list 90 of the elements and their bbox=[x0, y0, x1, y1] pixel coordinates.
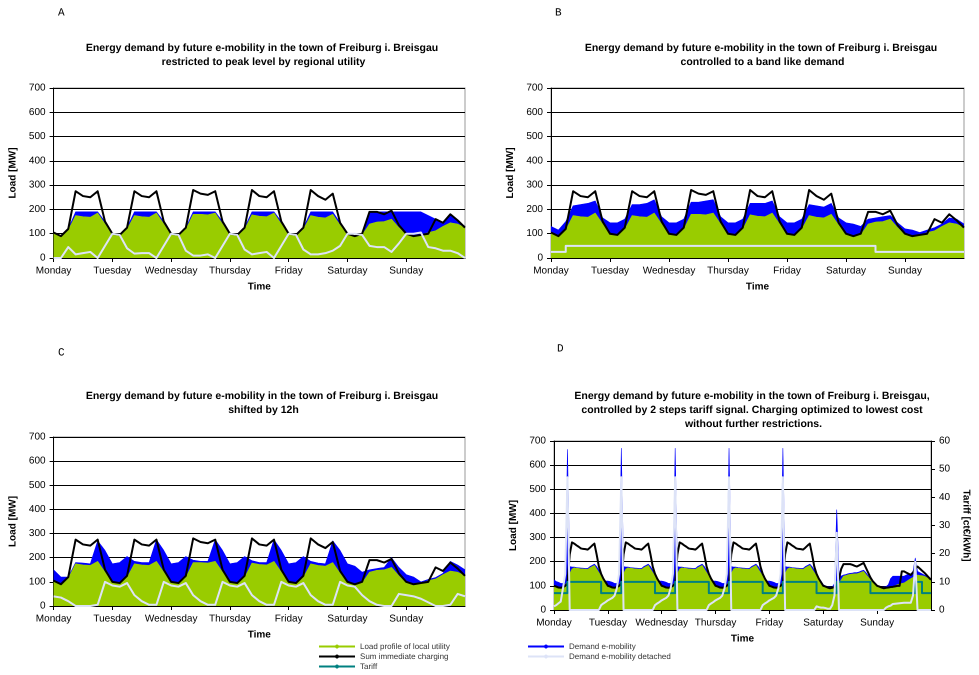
y-tick-label: 100 bbox=[28, 576, 46, 588]
y-tick-label: 600 bbox=[28, 106, 46, 118]
y-tick-label: 700 bbox=[529, 436, 546, 446]
y-tick-label: 400 bbox=[28, 155, 46, 166]
y-tick-label: 100 bbox=[526, 228, 544, 240]
y-tick-label: 0 bbox=[537, 252, 544, 264]
x-tick-label: Sunday bbox=[888, 266, 922, 276]
x-tick-label: Thursday bbox=[707, 266, 749, 276]
legend-label: Demand e-mobility bbox=[569, 642, 636, 651]
y-tick-label: 200 bbox=[529, 556, 546, 568]
y-tick-label: 100 bbox=[529, 580, 546, 592]
x-tick-label: Sunday bbox=[860, 618, 894, 628]
y2-tick-label: 50 bbox=[938, 464, 951, 475]
x-tick-label: Saturday bbox=[327, 614, 368, 624]
chart-title: Energy demand by future e-mobility in the town of Freiburg i. Breisgau, controlled by 2 steps tariff signal. Charging optimized to lowest cost without further restrictions. bbox=[574, 390, 933, 430]
y-tick-label: 400 bbox=[529, 508, 546, 519]
y-axis-title: Load [MW] bbox=[8, 147, 18, 199]
y-tick-label: 500 bbox=[526, 131, 544, 142]
x-tick-label: Wednesday bbox=[635, 618, 688, 628]
y-tick-label: 600 bbox=[526, 106, 544, 118]
x-tick-label: Saturday bbox=[826, 266, 866, 276]
x-tick-label: Thursday bbox=[694, 618, 736, 628]
y-tick-label: 0 bbox=[40, 600, 46, 612]
y-tick-label: 600 bbox=[28, 456, 46, 467]
x-tick-label: Monday bbox=[36, 614, 72, 624]
y-tick-label: 200 bbox=[28, 552, 46, 564]
y2-tick-label: 40 bbox=[938, 492, 951, 503]
y-tick-label: 300 bbox=[28, 528, 46, 540]
y2-tick-label: 10 bbox=[938, 576, 951, 588]
chart-title: Energy demand by future e-mobility in the town of Freiburg i. Breisgau controlled to a band like demand bbox=[584, 42, 940, 68]
y2-axis-title: Tariff [ct€/kWh] bbox=[960, 489, 972, 562]
y-tick-label: 700 bbox=[28, 82, 46, 94]
x-tick-label: Saturday bbox=[327, 266, 368, 276]
x-tick-label: Sunday bbox=[389, 266, 424, 276]
x-tick-label: Thursday bbox=[209, 266, 251, 276]
y-axis-title: Load [MW] bbox=[504, 147, 516, 199]
y-tick-label: 0 bbox=[540, 604, 546, 616]
x-tick-label: Friday bbox=[274, 614, 303, 624]
x-tick-label: Friday bbox=[773, 266, 801, 276]
x-axis-title: Time bbox=[730, 634, 754, 644]
text: A bbox=[58, 8, 65, 20]
line-series bbox=[553, 476, 932, 611]
chart-title: Energy demand by future e-mobility in the town of Freiburg i. Breisgau restricted to peak level by regional utility bbox=[86, 42, 442, 68]
y-tick-label: 300 bbox=[529, 532, 546, 544]
y-tick-label: 300 bbox=[28, 180, 46, 191]
y2-tick-label: 30 bbox=[938, 520, 951, 531]
x-tick-label: Wednesday bbox=[642, 266, 696, 276]
y-tick-label: 300 bbox=[526, 180, 544, 191]
text: B bbox=[555, 8, 562, 20]
y-tick-label: 700 bbox=[526, 82, 544, 94]
chart-title: Energy demand by future e-mobility in the town of Freiburg i. Breisgau shifted by 12h bbox=[86, 390, 442, 416]
y-tick-label: 500 bbox=[529, 484, 546, 495]
legend-label: Sum immediate charging bbox=[360, 652, 448, 661]
x-axis-title: Time bbox=[746, 282, 770, 292]
text: C bbox=[58, 348, 65, 360]
x-tick-label: Tuesday bbox=[93, 614, 132, 624]
x-tick-label: Wednesday bbox=[144, 266, 198, 276]
y-axis-title: Load [MW] bbox=[8, 496, 18, 548]
y-tick-label: 500 bbox=[28, 131, 46, 142]
x-tick-label: Wednesday bbox=[144, 614, 198, 624]
y2-tick-label: 20 bbox=[938, 548, 951, 560]
text: D bbox=[557, 344, 564, 356]
legend-label: Demand e-mobility detached bbox=[569, 652, 671, 661]
x-tick-label: Friday bbox=[756, 618, 784, 628]
y-tick-label: 100 bbox=[28, 228, 46, 240]
y-tick-label: 200 bbox=[28, 204, 46, 215]
legend-label: Tariff bbox=[360, 662, 378, 671]
x-tick-label: Monday bbox=[533, 266, 569, 276]
x-tick-label: Friday bbox=[274, 266, 303, 276]
x-tick-label: Sunday bbox=[389, 614, 424, 624]
x-tick-label: Monday bbox=[36, 266, 72, 276]
legend-label: Load profile of local utility bbox=[360, 642, 450, 651]
y-axis-title: Load [MW] bbox=[508, 500, 519, 552]
x-tick-label: Tuesday bbox=[93, 266, 132, 276]
y-tick-label: 400 bbox=[526, 155, 544, 166]
x-axis-title: Time bbox=[248, 282, 272, 292]
x-tick-label: Tuesday bbox=[588, 618, 627, 628]
y-tick-label: 500 bbox=[28, 480, 46, 491]
y-tick-label: 200 bbox=[526, 204, 544, 215]
y2-tick-label: 60 bbox=[938, 436, 951, 446]
y-tick-label: 0 bbox=[40, 252, 46, 264]
x-tick-label: Monday bbox=[536, 618, 572, 628]
x-tick-label: Tuesday bbox=[591, 266, 629, 276]
x-tick-label: Thursday bbox=[209, 614, 251, 624]
y2-tick-label: 0 bbox=[938, 604, 945, 616]
y-tick-label: 700 bbox=[28, 432, 46, 442]
y-tick-label: 400 bbox=[28, 504, 46, 515]
x-axis-title: Time bbox=[248, 630, 272, 640]
x-tick-label: Saturday bbox=[803, 618, 844, 628]
y-tick-label: 600 bbox=[529, 460, 546, 471]
